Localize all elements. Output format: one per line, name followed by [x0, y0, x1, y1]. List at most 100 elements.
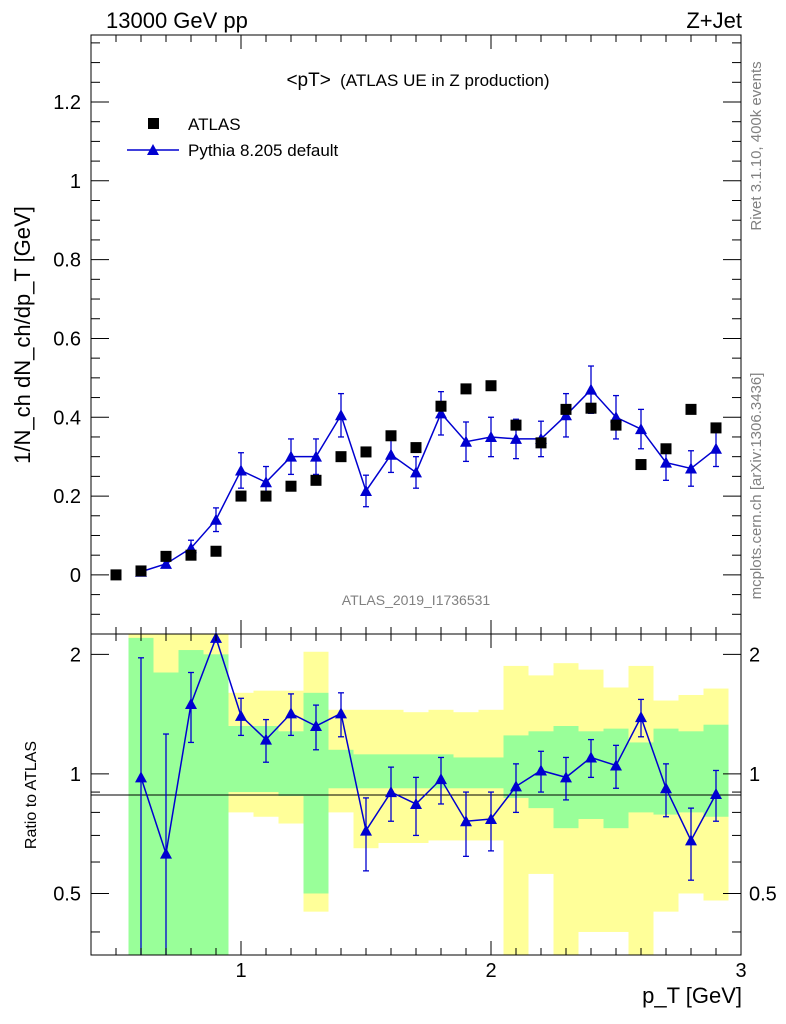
ratio-point [160, 847, 172, 859]
ratio-point [385, 786, 397, 798]
ratio-point [360, 824, 372, 836]
ratio-point [560, 771, 572, 783]
mc-point [310, 450, 322, 462]
data-point [310, 474, 322, 486]
green-band [453, 757, 479, 789]
main-plot-frame [90, 34, 742, 635]
chart-title: <pT> [286, 70, 330, 91]
chart-title-group: <pT> (ATLAS UE in Z production) [286, 70, 549, 91]
data-point [535, 437, 547, 449]
data-point [585, 402, 597, 414]
ratio-point [185, 697, 197, 709]
mc-point [285, 450, 297, 462]
data-point [660, 443, 672, 455]
green-band [628, 742, 654, 813]
mc-point [160, 557, 172, 569]
ratio-point [135, 771, 147, 783]
mc-point [610, 411, 622, 423]
ratio-y-tick-labels: 0.5 0.5 1 1 2 2 [53, 644, 777, 905]
data-point [460, 383, 472, 395]
mc-point [710, 442, 722, 454]
y-tick-label: 1 [70, 171, 81, 193]
mc-point [510, 432, 522, 444]
mc-point [260, 476, 272, 488]
legend-label-atlas: ATLAS [188, 115, 241, 134]
ratio-series [135, 631, 722, 955]
ratio-point [310, 719, 322, 731]
data-point [160, 550, 172, 562]
ratio-point [285, 707, 297, 719]
mc-point [460, 435, 472, 447]
y-tick-label: 0.2 [53, 486, 81, 508]
process-label: Z+Jet [686, 8, 742, 33]
ratio-point [460, 815, 472, 827]
mc-point [360, 484, 372, 496]
ratio-point [610, 759, 622, 771]
data-point [635, 459, 647, 471]
energy-label: 13000 GeV pp [106, 8, 248, 33]
x-axis-label: p_T [GeV] [642, 983, 742, 1008]
data-point [710, 422, 722, 434]
x-tick-label: 1 [235, 960, 246, 982]
data-point [510, 419, 522, 431]
mcplots-label: mcplots.cern.ch [arXiv:1306.3436] [748, 373, 765, 600]
y-tick-label: 0.8 [53, 250, 81, 272]
ratio-point [435, 773, 447, 785]
ratio-point [510, 780, 522, 792]
data-point [335, 451, 347, 463]
mc-point [485, 430, 497, 442]
mc-point [210, 513, 222, 525]
main-plot-panel: 0 0.2 0.4 0.6 0.8 1 1.2 <pT> (ATLAS UE in Z pr… [53, 34, 742, 635]
legend-marker-pythia [147, 144, 159, 155]
ratio-point [535, 764, 547, 776]
y-tick-label: 0 [70, 565, 81, 587]
ratio-line [140, 635, 717, 854]
data-point [185, 549, 197, 561]
ratio-point [235, 709, 247, 721]
data-point [235, 490, 247, 502]
ratio-point [710, 787, 722, 799]
main-y-tick-labels: 0 0.2 0.4 0.6 0.8 1 1.2 [53, 92, 81, 587]
data-point [410, 442, 422, 454]
ratio-y-tick-label-left: 2 [70, 644, 81, 666]
mc-point [335, 409, 347, 421]
y-tick-label: 0.6 [53, 328, 81, 350]
y-tick-label: 0.4 [53, 407, 81, 429]
mc-point [660, 456, 672, 468]
ratio-y-tick-label-left: 0.5 [53, 883, 81, 905]
data-point [610, 419, 622, 431]
data-point [260, 490, 272, 502]
mc-point [235, 464, 247, 476]
data-point [110, 569, 122, 581]
data-point [485, 380, 497, 392]
data-point [685, 403, 697, 415]
ratio-y-tick-label-right: 0.5 [749, 883, 777, 905]
data-point [135, 565, 147, 577]
legend-marker-atlas [148, 118, 159, 129]
ratio-plot-panel: 0.5 0.5 1 1 2 2 1 2 3 [53, 631, 777, 982]
ratio-y-tick-label-left: 1 [70, 764, 81, 786]
mc-point [435, 407, 447, 419]
data-point [360, 446, 372, 458]
ratio-point [485, 812, 497, 824]
data-point [285, 480, 297, 492]
ratio-point [660, 782, 672, 794]
data-series [110, 380, 722, 581]
legend-label-pythia: Pythia 8.205 default [188, 141, 339, 160]
ratio-axis-ticks [91, 634, 742, 955]
analysis-id: ATLAS_2019_I1736531 [342, 592, 491, 608]
x-tick-label: 2 [485, 960, 496, 982]
ratio-y-axis-label: Ratio to ATLAS [23, 741, 40, 849]
data-point [560, 403, 572, 415]
ratio-point [260, 733, 272, 745]
mc-point [385, 448, 397, 460]
green-band [328, 749, 354, 789]
green-band [228, 725, 254, 793]
green-band [678, 731, 704, 813]
green-band [278, 731, 304, 796]
x-tick-label: 3 [735, 960, 746, 982]
ratio-y-tick-label-right: 2 [749, 644, 760, 666]
mc-point [635, 423, 647, 435]
rivet-label: Rivet 3.1.10, 400k events [748, 61, 765, 230]
